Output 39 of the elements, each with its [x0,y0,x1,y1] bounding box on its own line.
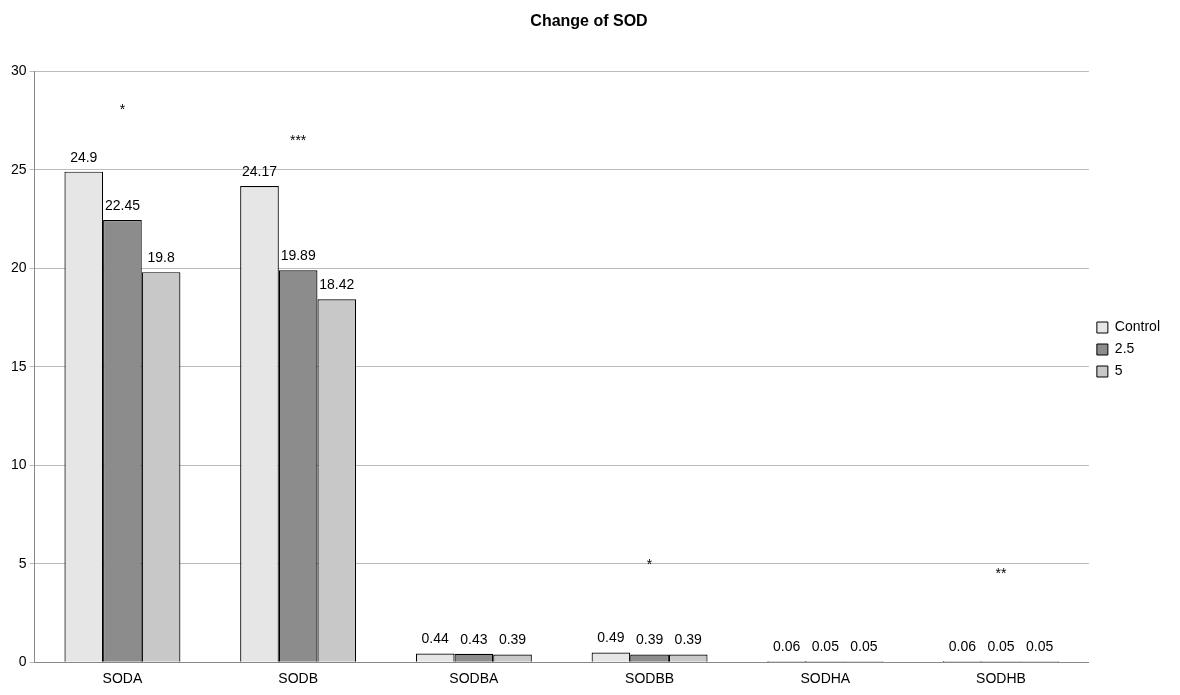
y-tick-label: 5 [18,554,27,571]
legend-label: 5 [1114,362,1123,379]
data-label: 0.05 [1026,638,1054,655]
data-label: 24.9 [70,148,98,165]
y-tick-label: 0 [18,653,27,670]
x-tick-label: SODBA [449,670,500,687]
data-label: 19.8 [147,249,175,265]
x-tick-label: SODB [278,670,318,687]
data-label: 19.89 [280,247,316,264]
legend-label: Control [1114,318,1161,335]
data-label: 22.45 [104,196,141,213]
data-label: 0.39 [674,631,703,648]
data-label: 0.05 [850,638,878,655]
data-label: 0.06 [773,637,801,654]
x-tick-label: SODBB [625,670,675,687]
x-tick-label: SODA [102,670,143,687]
data-label: 0.05 [987,638,1015,655]
chart-title: Change of SOD [530,12,648,30]
data-label: 0.39 [498,631,527,648]
x-tick-label: SODHB [976,670,1026,687]
x-tick-label: SODHA [800,670,851,687]
data-label: 0.44 [421,630,450,647]
annotation: * [119,100,126,117]
legend-label: 2.5 [1114,340,1135,357]
y-tick-label: 20 [10,259,27,276]
data-label: 0.39 [635,631,664,648]
y-tick-label: 10 [10,456,27,473]
data-label: 18.42 [319,276,355,293]
y-tick-label: 15 [10,357,27,374]
y-tick-label: 25 [10,160,27,177]
data-label: 0.05 [811,638,840,655]
annotation: * [646,556,653,573]
annotation: *** [289,131,307,148]
annotation: ** [995,564,1008,581]
data-label: 24.17 [241,162,278,179]
data-label: 0.06 [948,637,977,654]
data-label: 0.49 [597,629,625,646]
data-label: 0.43 [460,630,488,647]
y-tick-label: 30 [10,62,27,79]
